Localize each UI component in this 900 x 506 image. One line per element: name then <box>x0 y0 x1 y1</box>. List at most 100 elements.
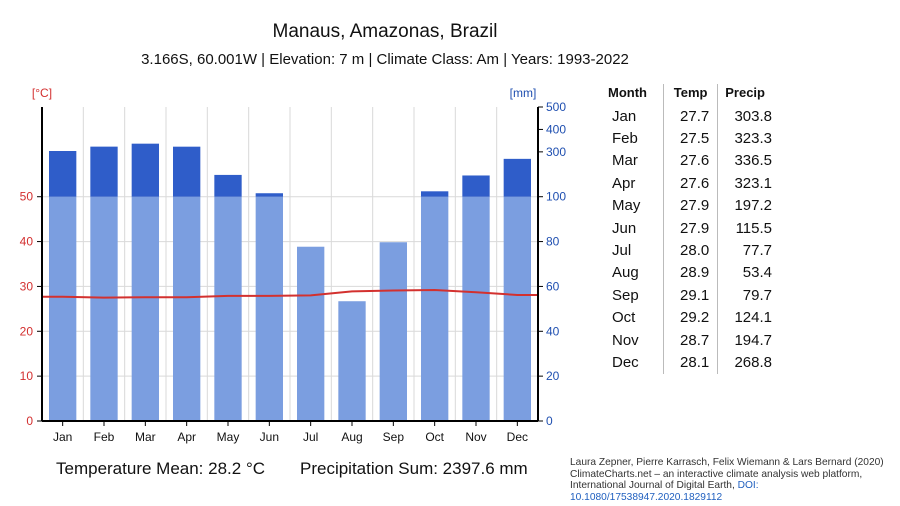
precip-bar-nov <box>462 197 489 421</box>
left-axis-tick-label: 40 <box>20 235 34 249</box>
temperature-mean: Temperature Mean: 28.2 °C <box>56 459 265 479</box>
doi-label-link[interactable]: DOI: <box>738 480 759 491</box>
left-axis-unit: [°C] <box>32 86 52 100</box>
x-axis-tick-label: Sep <box>383 430 405 444</box>
table-row: Sep 29.1 79.7 <box>604 284 774 306</box>
table-header-month: Month <box>604 84 664 105</box>
left-axis-tick-label: 20 <box>20 324 34 338</box>
precip-bar-may <box>214 197 241 421</box>
table-row: Dec 28.1 268.8 <box>604 351 774 373</box>
citation-authors: Laura Zepner, Pierre Karrasch, Felix Wie… <box>570 457 890 469</box>
table-cell-month: Dec <box>604 351 664 373</box>
left-axis-tick-label: 10 <box>20 369 34 383</box>
table-cell-month: Nov <box>604 329 664 351</box>
table-cell-month: May <box>604 195 664 217</box>
table-cell-precip: 194.7 <box>718 329 774 351</box>
precip-bar-feb <box>90 197 117 421</box>
left-axis-tick-label: 50 <box>20 190 34 204</box>
table-header-row: Month Temp Precip <box>604 84 774 105</box>
table-row: Mar 27.6 336.5 <box>604 150 774 172</box>
right-axis-tick-label: 500 <box>546 100 566 114</box>
precip-bar-excess-feb <box>90 147 117 197</box>
citation-line3: International Journal of Digital Earth, <box>570 480 735 491</box>
precip-bar-jul <box>297 247 324 421</box>
precip-bar-dec <box>504 197 531 421</box>
precip-bar-jan <box>49 197 76 421</box>
table-cell-precip: 303.8 <box>718 105 774 127</box>
precip-bar-apr <box>173 197 200 421</box>
table-cell-precip: 268.8 <box>718 351 774 373</box>
right-axis-tick-label: 400 <box>546 122 566 136</box>
table-header-temp: Temp <box>664 84 718 105</box>
precip-bar-jun <box>256 197 283 421</box>
x-axis-tick-label: May <box>217 430 240 444</box>
table-cell-month: Sep <box>604 284 664 306</box>
table-cell-temp: 28.9 <box>664 262 718 284</box>
table-cell-month: Oct <box>604 307 664 329</box>
table-cell-precip: 197.2 <box>718 195 774 217</box>
precip-bar-excess-mar <box>132 144 159 197</box>
x-axis-tick-label: Aug <box>341 430 362 444</box>
table-cell-precip: 336.5 <box>718 150 774 172</box>
x-axis-tick-label: Oct <box>425 430 444 444</box>
table-row: Aug 28.9 53.4 <box>604 262 774 284</box>
precip-bar-excess-jun <box>256 193 283 196</box>
right-axis-tick-label: 20 <box>546 369 560 383</box>
table-row: Feb 27.5 323.3 <box>604 127 774 149</box>
table-cell-month: Feb <box>604 127 664 149</box>
x-axis-tick-label: Nov <box>465 430 486 444</box>
table-cell-temp: 28.0 <box>664 239 718 261</box>
x-axis-tick-label: Apr <box>177 430 196 444</box>
right-axis-tick-label: 60 <box>546 279 560 293</box>
table-cell-precip: 115.5 <box>718 217 774 239</box>
x-axis-tick-label: Jul <box>303 430 318 444</box>
table-cell-temp: 27.6 <box>664 172 718 194</box>
table-cell-temp: 27.7 <box>664 105 718 127</box>
table-cell-temp: 27.6 <box>664 150 718 172</box>
precip-bar-oct <box>421 197 448 421</box>
table-cell-temp: 28.7 <box>664 329 718 351</box>
precip-bar-excess-nov <box>462 175 489 196</box>
precipitation-sum: Precipitation Sum: 2397.6 mm <box>300 459 528 479</box>
table-header-precip: Precip <box>718 84 774 105</box>
table-cell-temp: 27.9 <box>664 195 718 217</box>
precip-bar-excess-apr <box>173 147 200 197</box>
table-cell-month: Jan <box>604 105 664 127</box>
table-row: Jun 27.9 115.5 <box>604 217 774 239</box>
right-axis-tick-label: 100 <box>546 190 566 204</box>
table-cell-month: Apr <box>604 172 664 194</box>
table-cell-temp: 29.2 <box>664 307 718 329</box>
left-axis-tick-label: 30 <box>20 279 34 293</box>
right-axis-unit: [mm] <box>510 86 537 100</box>
x-axis-tick-label: Feb <box>94 430 115 444</box>
table-cell-temp: 29.1 <box>664 284 718 306</box>
table-cell-temp: 28.1 <box>664 351 718 373</box>
table-row: Jul 28.0 77.7 <box>604 239 774 261</box>
table-row: Oct 29.2 124.1 <box>604 307 774 329</box>
table-cell-month: Aug <box>604 262 664 284</box>
table-cell-temp: 27.5 <box>664 127 718 149</box>
x-axis-tick-label: Mar <box>135 430 156 444</box>
table-cell-temp: 27.9 <box>664 217 718 239</box>
table-cell-month: Mar <box>604 150 664 172</box>
citation-line2: ClimateCharts.net – an interactive clima… <box>570 469 890 481</box>
table-row: Apr 27.6 323.1 <box>604 172 774 194</box>
citation: Laura Zepner, Pierre Karrasch, Felix Wie… <box>570 457 890 503</box>
doi-link[interactable]: 10.1080/17538947.2020.1829112 <box>570 492 722 503</box>
x-axis-tick-label: Dec <box>507 430 528 444</box>
right-axis-tick-label: 80 <box>546 235 560 249</box>
table-cell-precip: 53.4 <box>718 262 774 284</box>
table-cell-month: Jun <box>604 217 664 239</box>
table-cell-precip: 323.3 <box>718 127 774 149</box>
precip-bar-sep <box>380 242 407 421</box>
table-row: May 27.9 197.2 <box>604 195 774 217</box>
table-cell-precip: 79.7 <box>718 284 774 306</box>
right-axis-tick-label: 300 <box>546 145 566 159</box>
precip-bar-excess-dec <box>504 159 531 197</box>
table-cell-precip: 77.7 <box>718 239 774 261</box>
precip-bar-excess-oct <box>421 191 448 196</box>
table-cell-precip: 323.1 <box>718 172 774 194</box>
precip-bar-aug <box>338 301 365 421</box>
left-axis-tick-label: 0 <box>26 414 33 428</box>
table-row: Nov 28.7 194.7 <box>604 329 774 351</box>
